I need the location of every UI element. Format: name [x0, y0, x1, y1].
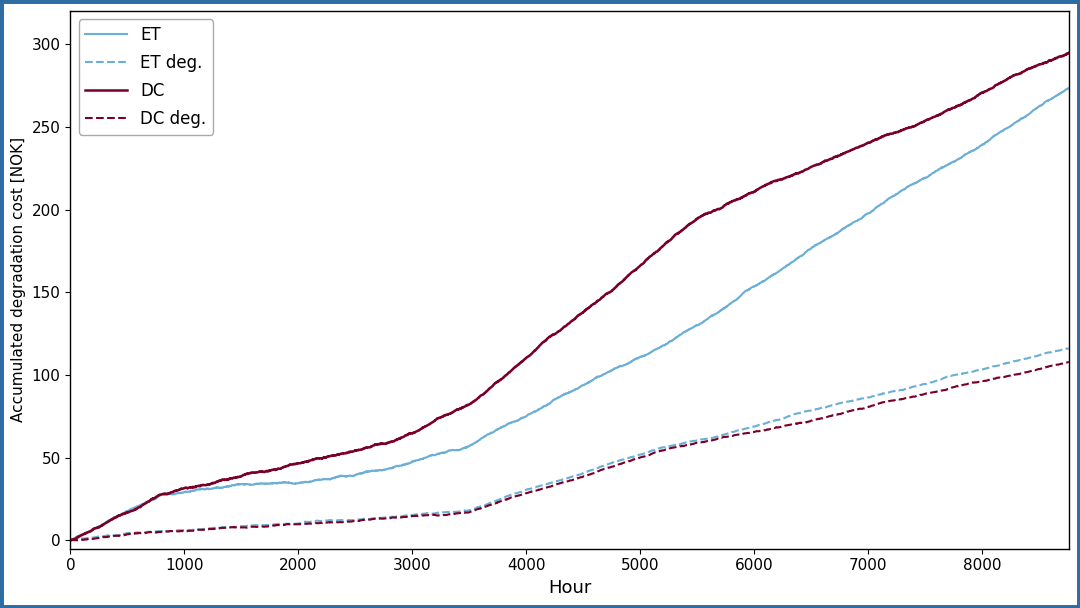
Line: ET: ET: [70, 88, 1069, 541]
ET deg.: [864, 393, 877, 401]
DC: [864, 139, 877, 147]
X-axis label: Hour: Hour: [548, 579, 592, 597]
ET deg.: [634, 451, 647, 458]
Line: DC: DC: [70, 53, 1069, 541]
ET deg.: [1063, 345, 1076, 352]
ET deg.: [620, 455, 633, 462]
DC deg.: [339, 518, 352, 525]
ET: [339, 473, 352, 480]
DC: [64, 537, 77, 544]
ET deg.: [339, 517, 352, 524]
DC deg.: [1063, 358, 1076, 365]
DC deg.: [421, 511, 434, 519]
ET: [620, 361, 633, 368]
ET: [864, 209, 877, 216]
DC: [421, 421, 434, 429]
DC deg.: [620, 458, 633, 465]
ET: [664, 337, 677, 345]
ET deg.: [64, 537, 77, 544]
ET deg.: [1061, 345, 1074, 352]
Legend: ET, ET deg., DC, DC deg.: ET, ET deg., DC, DC deg.: [79, 19, 213, 135]
Line: ET deg.: ET deg.: [70, 348, 1069, 541]
DC: [664, 236, 677, 243]
DC: [339, 449, 352, 457]
ET: [421, 454, 434, 461]
ET: [634, 353, 647, 361]
DC: [634, 261, 647, 269]
ET: [1063, 85, 1076, 92]
DC: [1063, 49, 1076, 57]
Line: DC deg.: DC deg.: [70, 362, 1069, 541]
ET: [64, 537, 77, 544]
Y-axis label: Accumulated degradation cost [NOK]: Accumulated degradation cost [NOK]: [11, 137, 26, 423]
DC deg.: [864, 403, 877, 410]
DC deg.: [634, 454, 647, 461]
ET deg.: [421, 510, 434, 517]
DC deg.: [64, 537, 77, 544]
DC deg.: [664, 444, 677, 452]
ET deg.: [664, 442, 677, 449]
DC: [620, 274, 633, 281]
